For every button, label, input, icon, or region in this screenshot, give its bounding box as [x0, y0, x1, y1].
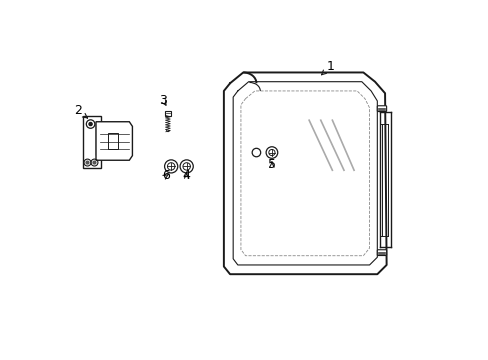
- Polygon shape: [82, 116, 101, 168]
- Text: 1: 1: [321, 60, 334, 75]
- Polygon shape: [224, 72, 386, 274]
- FancyBboxPatch shape: [377, 106, 386, 112]
- Bar: [165, 111, 170, 116]
- Circle shape: [86, 161, 89, 164]
- Circle shape: [89, 122, 92, 126]
- Bar: [107, 132, 118, 149]
- Polygon shape: [96, 122, 132, 160]
- Text: 4: 4: [183, 169, 190, 182]
- Text: 5: 5: [267, 158, 275, 171]
- Text: 6: 6: [162, 169, 170, 182]
- FancyBboxPatch shape: [377, 250, 386, 256]
- Text: 3: 3: [159, 94, 167, 107]
- Text: 2: 2: [74, 104, 87, 118]
- Circle shape: [93, 161, 96, 164]
